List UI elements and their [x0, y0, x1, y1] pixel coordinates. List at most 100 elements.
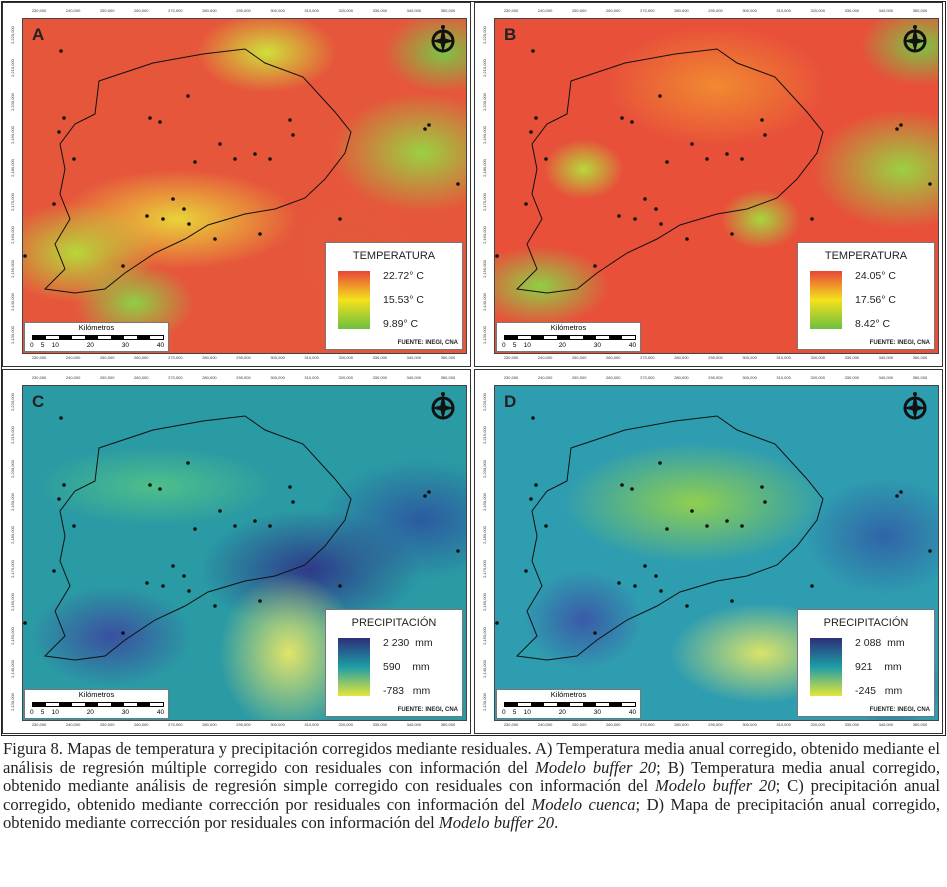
- x-tick-label: 330,000: [372, 8, 388, 13]
- station-point: [423, 127, 427, 131]
- x-tick-label: 230,000: [503, 722, 519, 727]
- station-point: [59, 49, 63, 53]
- station-point: [456, 182, 460, 186]
- station-point: [171, 564, 175, 568]
- figure: 230,000 240,000 250,000 260,000 270,000 280,0…: [1, 1, 946, 736]
- scale-label: Kilómetros: [78, 690, 115, 699]
- north-arrow-icon: [431, 392, 455, 420]
- x-tick-label: 240,000: [537, 355, 553, 360]
- station-point: [544, 157, 548, 161]
- scale-tick: 20: [86, 709, 94, 716]
- source-credit: FUENTE: INEGI, CNA: [869, 707, 930, 713]
- station-point: [145, 214, 149, 218]
- x-tick-label: 300,000: [742, 8, 757, 13]
- x-tick-label: 310,000: [304, 8, 319, 13]
- scale-tick: 0: [30, 709, 34, 716]
- scale-tick: 5: [512, 342, 517, 349]
- x-tick-label: 300,000: [270, 355, 285, 360]
- legend: PRECIPITACIÓN 2 088 mm 921 mm -245 mm FU…: [797, 609, 935, 717]
- x-tick-label: 270,000: [168, 375, 183, 380]
- caption-italic: Modelo cuenca: [531, 794, 636, 814]
- x-tick-label: 300,000: [270, 8, 285, 13]
- station-point: [121, 631, 125, 635]
- y-tick-label: 2,180,000: [482, 159, 487, 178]
- y-tick-label: 2,150,000: [10, 626, 15, 645]
- source-credit: FUENTE: INEGI, CNA: [397, 707, 458, 713]
- basin-overlay: [495, 48, 932, 294]
- x-tick-label: 260,000: [134, 722, 149, 727]
- legend-min: -245 mm: [855, 685, 903, 697]
- x-tick-label: 310,000: [776, 355, 791, 360]
- panel-letter: C: [32, 392, 45, 411]
- x-tick-label: 290,000: [708, 8, 723, 13]
- station-point: [620, 483, 624, 487]
- scale-tick: 0: [502, 709, 506, 716]
- x-tick-label: 260,000: [606, 355, 621, 360]
- station-point: [233, 157, 237, 161]
- x-tick-label: 260,000: [134, 375, 149, 380]
- station-point: [899, 123, 903, 127]
- station-point: [338, 217, 342, 221]
- station-point: [121, 264, 125, 268]
- source-credit: FUENTE: INEGI, CNA: [397, 340, 458, 346]
- y-axis-ticks-left: 2,220,000 2,210,000 2,200,000 2,190,000 2,18…: [482, 385, 488, 719]
- station-point: [291, 133, 295, 137]
- scale-tick: 30: [121, 342, 130, 349]
- station-point: [288, 118, 292, 122]
- x-tick-label: 250,000: [571, 722, 587, 727]
- station-point: [593, 264, 597, 268]
- x-axis-ticks-bottom: 230,000 240,000 250,000 260,000 270,000 280,0…: [22, 722, 465, 728]
- x-tick-label: 340,000: [406, 722, 422, 727]
- x-tick-label: 260,000: [134, 355, 149, 360]
- station-point: [268, 524, 272, 528]
- north-arrow-icon: [431, 25, 455, 53]
- y-tick-label: 2,210,000: [482, 426, 487, 444]
- x-tick-label: 320,000: [338, 722, 353, 727]
- x-tick-label: 310,000: [304, 722, 319, 727]
- station-point: [633, 584, 637, 588]
- station-point: [763, 500, 767, 504]
- x-tick-label: 320,000: [810, 355, 825, 360]
- y-tick-label: 2,170,000: [482, 192, 487, 211]
- x-tick-label: 350,000: [440, 8, 456, 13]
- x-tick-label: 310,000: [304, 375, 319, 380]
- x-tick-label: 300,000: [742, 355, 757, 360]
- legend-title: TEMPERATURA: [824, 250, 908, 262]
- x-tick-label: 240,000: [537, 375, 553, 380]
- x-tick-label: 250,000: [99, 355, 115, 360]
- y-tick-label: 2,150,000: [482, 259, 487, 278]
- scale-tick: 5: [512, 709, 517, 716]
- station-point: [258, 232, 262, 236]
- x-tick-label: 330,000: [844, 355, 860, 360]
- x-tick-label: 250,000: [99, 375, 115, 380]
- y-tick-label: 2,130,000: [482, 693, 487, 712]
- station-point: [690, 509, 694, 513]
- scale-bar-graphic: [504, 335, 636, 340]
- station-point: [665, 160, 669, 164]
- y-axis-ticks-left: 2,220,000 2,210,000 2,200,000 2,190,000 2,18…: [10, 385, 16, 719]
- scale-bar: Kilómetros 0 5 10 20 30 40: [24, 322, 169, 352]
- station-point: [213, 604, 217, 608]
- x-tick-label: 230,000: [503, 375, 519, 380]
- y-tick-label: 2,140,000: [10, 292, 15, 311]
- y-tick-label: 2,190,000: [10, 492, 15, 511]
- y-tick-label: 2,210,000: [482, 59, 487, 77]
- scale-tick: 10: [523, 342, 531, 349]
- x-tick-label: 340,000: [878, 355, 894, 360]
- scale-label: Kilómetros: [550, 323, 587, 332]
- map-panel-b: 230,000 240,000 250,000 260,000 270,000 280,0…: [474, 2, 943, 367]
- station-point: [630, 487, 634, 491]
- scale-tick: 30: [593, 342, 602, 349]
- station-point: [186, 94, 190, 98]
- x-tick-label: 290,000: [708, 375, 723, 380]
- station-point: [658, 94, 662, 98]
- x-tick-label: 330,000: [372, 375, 388, 380]
- x-tick-label: 320,000: [810, 8, 825, 13]
- y-tick-label: 2,150,000: [482, 626, 487, 645]
- x-tick-label: 250,000: [571, 375, 587, 380]
- station-point: [740, 524, 744, 528]
- x-tick-label: 340,000: [878, 722, 894, 727]
- basin-overlay: [23, 48, 460, 294]
- source-credit: FUENTE: INEGI, CNA: [869, 340, 930, 346]
- scale-tick: 40: [628, 709, 637, 716]
